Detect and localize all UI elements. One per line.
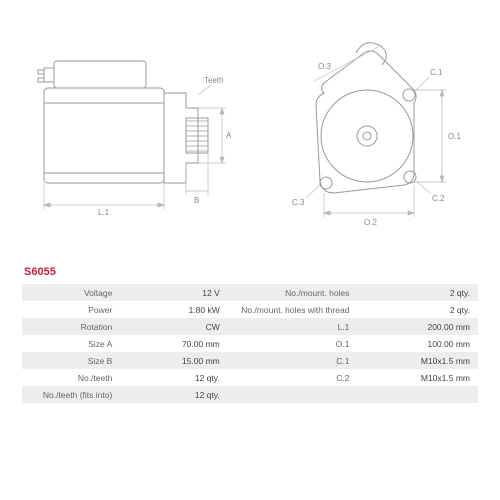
part-code: S6055 [24,266,478,278]
dim-label-c1: C.1 [430,68,443,77]
dim-label-o2: O.2 [364,218,377,227]
front-view-drawing: O.1 O.2 O.3 C.1 C.2 C.3 [264,33,474,243]
spec-value-right: 100.00 mm [359,335,478,352]
spec-value-left: 12 qty. [122,386,231,403]
spec-value-left: 70.00 mm [122,335,231,352]
spec-value-right: 2 qty. [359,301,478,318]
spec-value-left: 12 qty. [122,369,231,386]
table-row: Size B15.00 mmC.1M10x1.5 mm [22,352,478,369]
table-row: Voltage12 VNo./mount. holes2 qty. [22,284,478,301]
table-row: Size A70.00 mmO.1100.00 mm [22,335,478,352]
spec-label-left: Rotation [22,318,122,335]
dim-label-teeth: Teeth [204,76,224,85]
spec-value-right: 200.00 mm [359,318,478,335]
spec-label-left: Size A [22,335,122,352]
spec-label-left: No./teeth (fits into) [22,386,122,403]
dim-label-o3: O.3 [318,62,331,71]
spec-label-right: No./mount. holes with thread [232,301,360,318]
spec-label-left: Power [22,301,122,318]
spec-label-right: No./mount. holes [232,284,360,301]
technical-drawings: L.1 B A Teeth [22,18,478,258]
dim-label-b: B [194,196,199,205]
spec-value-right: M10x1.5 mm [359,369,478,386]
side-view-drawing: L.1 B A Teeth [26,33,236,243]
dim-label-o1: O.1 [448,132,461,141]
spec-label-right: O.1 [232,335,360,352]
spec-value-left: 15.00 mm [122,352,231,369]
spec-label-right: L.1 [232,318,360,335]
spec-value-left: 12 V [122,284,231,301]
table-row: RotationCWL.1200.00 mm [22,318,478,335]
spec-label-left: Size B [22,352,122,369]
table-row: Power1.80 kWNo./mount. holes with thread… [22,301,478,318]
spec-label-right: C.1 [232,352,360,369]
table-row: No./teeth (fits into)12 qty. [22,386,478,403]
spec-value-left: 1.80 kW [122,301,231,318]
specs-table: Voltage12 VNo./mount. holes2 qty.Power1.… [22,284,478,403]
table-row: No./teeth12 qty.C.2M10x1.5 mm [22,369,478,386]
dim-label-l1: L.1 [98,208,110,217]
dim-label-c2: C.2 [432,194,445,203]
spec-label-left: No./teeth [22,369,122,386]
spec-label-right: C.2 [232,369,360,386]
spec-value-left: CW [122,318,231,335]
spec-value-right: 2 qty. [359,284,478,301]
spec-value-right: M10x1.5 mm [359,352,478,369]
dim-label-c3: C.3 [292,198,305,207]
spec-value-right [359,386,478,403]
dim-label-a: A [226,131,232,140]
spec-label-left: Voltage [22,284,122,301]
spec-label-right [232,386,360,403]
